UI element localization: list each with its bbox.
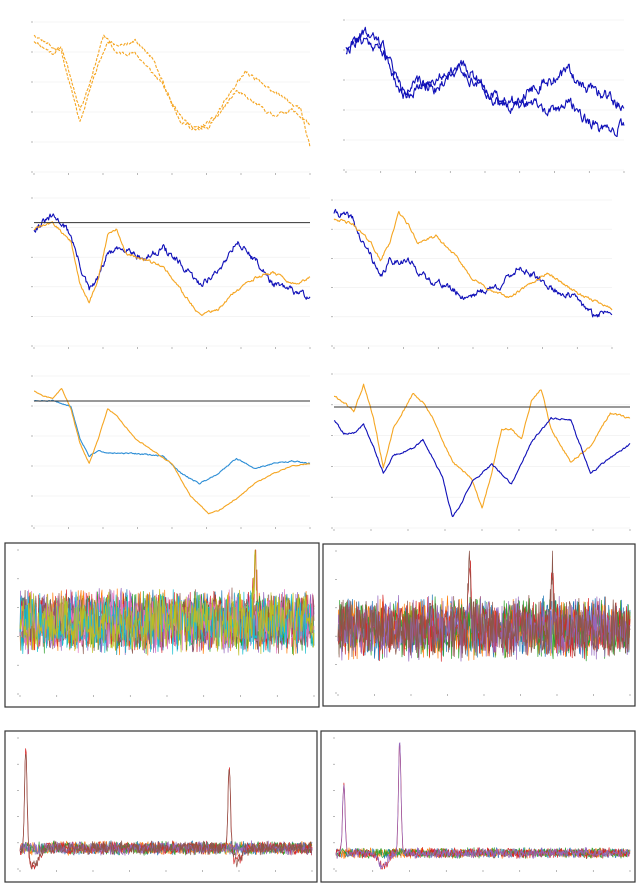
chart-panel-1 [18, 14, 316, 186]
series-line-1 [33, 34, 311, 129]
chart-10 [320, 730, 636, 883]
chart-panel-4 [318, 192, 618, 360]
chart-8 [322, 543, 636, 707]
series-line-1 [333, 383, 631, 509]
series-line-1 [33, 213, 311, 300]
series-line-1 [333, 208, 613, 318]
chart-3 [31, 197, 311, 349]
series-line-2 [33, 221, 311, 316]
bundle-line-7 [19, 588, 315, 654]
chart-panel-6 [318, 366, 636, 542]
series-line-2 [333, 210, 613, 311]
chart-panel-3 [18, 190, 316, 360]
chart-4 [331, 199, 613, 349]
chart-1 [31, 21, 311, 175]
plot-frame [322, 543, 636, 707]
series-line-2 [33, 34, 311, 148]
plot-frame [4, 542, 320, 708]
chart-panel-7 [4, 542, 320, 708]
chart-9 [4, 730, 318, 883]
chart-panel-5 [18, 368, 316, 540]
series-line-2 [345, 26, 625, 112]
bundle-line-9 [19, 549, 315, 656]
chart-panel-2 [330, 12, 630, 184]
chart-5 [31, 375, 311, 529]
chart-2 [343, 19, 625, 173]
chart-7 [4, 542, 320, 708]
chart-panel-10 [320, 730, 636, 883]
chart-panel-9 [4, 730, 318, 883]
bundle-line-4 [19, 748, 313, 870]
series-line-1 [345, 36, 625, 137]
series-line-1 [33, 399, 311, 485]
series-line-2 [34, 388, 311, 515]
plot-frame [320, 730, 636, 883]
bundle-line-6 [19, 754, 313, 870]
bundle-line-5 [335, 742, 631, 870]
plot-frame [4, 730, 318, 883]
series-line-2 [333, 416, 631, 518]
chart-6 [331, 373, 631, 531]
bundle-line-6 [337, 550, 631, 659]
chart-panel-8 [322, 543, 636, 707]
